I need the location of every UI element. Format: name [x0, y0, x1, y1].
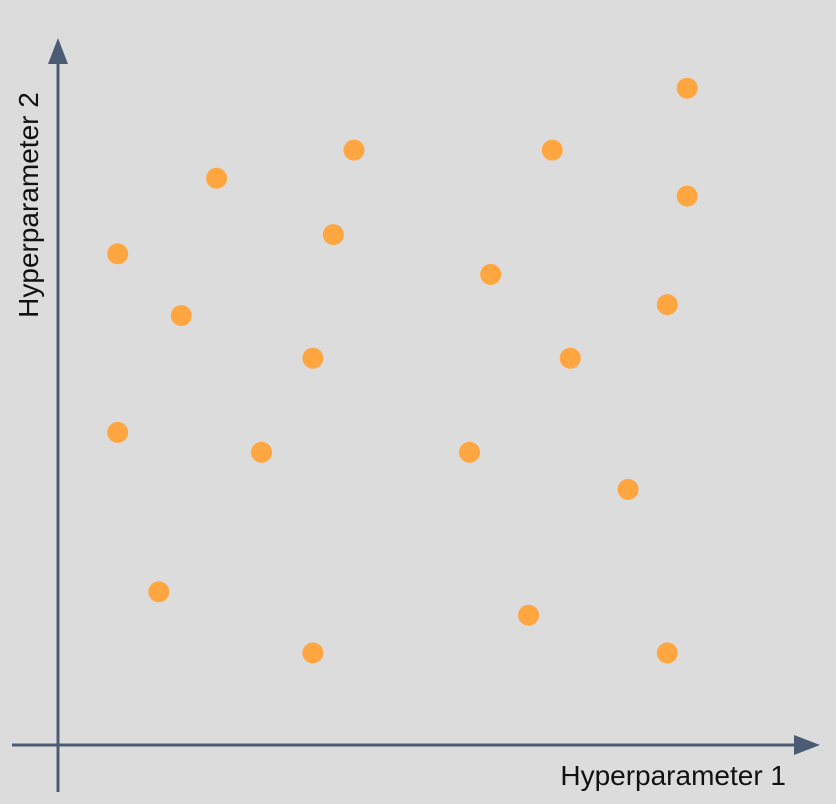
scatter-point-13: [107, 421, 129, 443]
scatter-point-3: [541, 139, 563, 161]
points-layer: [107, 77, 698, 664]
y-axis-label: Hyperparameter 2: [13, 92, 44, 318]
scatter-point-12: [559, 347, 581, 369]
scatter-point-14: [251, 441, 272, 463]
scatter-point-7: [107, 243, 129, 265]
scatter-point-6: [322, 224, 344, 246]
x-axis-label: Hyperparameter 1: [560, 760, 786, 791]
scatter-point-16: [617, 478, 639, 500]
scatter-point-17: [148, 581, 170, 603]
scatter-point-10: [170, 305, 192, 327]
scatter-point-18: [518, 604, 540, 626]
scatter-point-11: [302, 347, 324, 369]
scatter-point-9: [656, 294, 678, 316]
scatter-point-15: [459, 441, 480, 463]
x-axis-arrowhead: [794, 735, 820, 755]
scatter-point-4: [206, 167, 228, 189]
scatter-point-8: [480, 263, 502, 285]
scatter-point-2: [343, 139, 365, 161]
y-axis-arrowhead: [48, 38, 68, 64]
scatter-point-20: [656, 642, 678, 664]
scatter-point-1: [676, 77, 698, 99]
scatter-point-5: [676, 185, 698, 207]
scatter-point-19: [302, 642, 324, 664]
